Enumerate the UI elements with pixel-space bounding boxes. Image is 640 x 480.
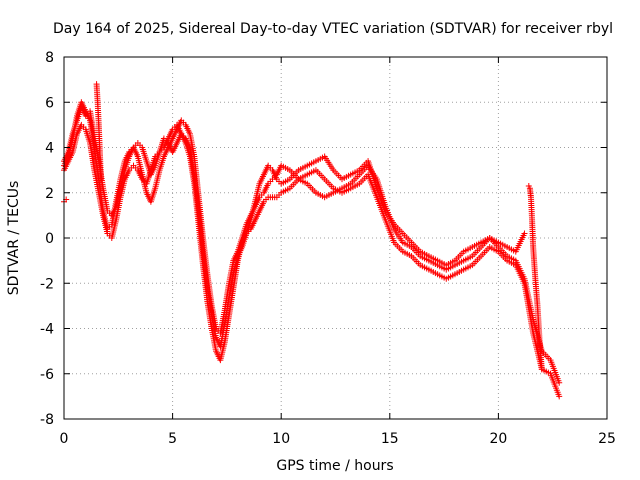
y-tick-label: 6 xyxy=(45,95,54,111)
chart-title: Day 164 of 2025, Sidereal Day-to-day VTE… xyxy=(53,21,613,37)
plot-frame xyxy=(63,56,608,420)
data-point xyxy=(538,366,545,373)
axis-ticks xyxy=(63,56,608,420)
data-point xyxy=(521,230,528,237)
y-tick-label: -4 xyxy=(40,322,54,338)
y-tick-label: 2 xyxy=(45,186,54,202)
y-tick-labels: -8 -6 -4 -2 0 2 4 6 8 xyxy=(40,50,54,428)
y-axis-label: SDTVAR / TECUs xyxy=(6,181,22,296)
data-markers xyxy=(61,81,563,400)
x-tick-label: 15 xyxy=(381,431,399,447)
y-tick-label: 0 xyxy=(45,231,54,247)
x-tick-label: 5 xyxy=(168,431,177,447)
grid-lines xyxy=(64,57,607,419)
x-axis-label: GPS time / hours xyxy=(276,458,393,474)
y-tick-label: -8 xyxy=(40,412,54,428)
series-trace-b xyxy=(61,99,563,386)
data-point xyxy=(97,176,104,183)
data-point xyxy=(556,379,563,386)
y-tick-label: 4 xyxy=(45,141,54,157)
x-tick-label: 25 xyxy=(598,431,616,447)
x-tick-labels: 0 5 10 15 20 25 xyxy=(60,431,616,447)
y-tick-label: 8 xyxy=(45,50,54,66)
y-tick-label: -2 xyxy=(40,276,54,292)
x-tick-label: 0 xyxy=(60,431,69,447)
data-point xyxy=(556,393,563,400)
y-tick-label: -6 xyxy=(40,367,54,383)
series-trace-c xyxy=(61,103,528,350)
x-tick-label: 20 xyxy=(489,431,507,447)
x-tick-label: 10 xyxy=(272,431,290,447)
